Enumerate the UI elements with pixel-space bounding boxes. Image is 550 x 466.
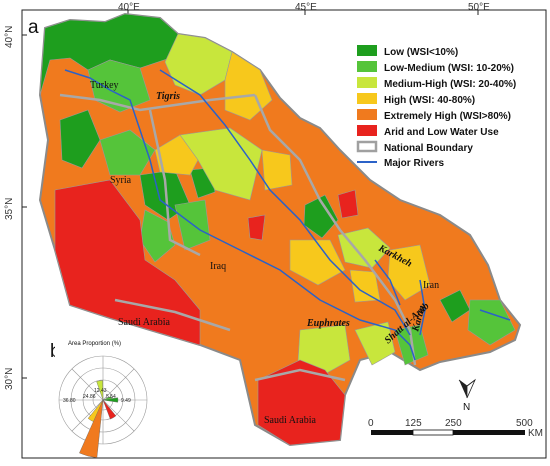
place-iran: Iran [423,280,439,291]
lon-label-50: 50°E [468,2,490,13]
inset-bar-2 [96,380,104,401]
scale-unit: KM [528,428,543,439]
inset-bars [79,380,119,458]
scale-tick-250: 250 [445,418,462,429]
legend-swatch-boundary [356,140,378,153]
legend-swatch-low-medium [357,61,377,72]
scale-bar: 0 125 250 500 KM [368,418,543,439]
lat-label-40: 40°N [4,26,15,48]
inset-ring-label-1: 12.43 [94,388,107,394]
scale-tick-0: 0 [368,418,374,429]
legend-label-boundary: National Boundary [384,143,473,154]
legend: Low (WSI<10%) Low-Medium (WSI: 10-20%) M… [356,45,516,169]
inset-polar-chart: Area Proportion (%) 12.43 36.80 24.86 9.… [55,340,160,458]
inset-ring-label-2: 36.80 [63,398,76,404]
place-saudi-arabia-1: Saudi Arabia [118,317,170,328]
inset-bar-5 [102,399,117,420]
place-turkey: Turkey [90,80,119,91]
inset-bar-4 [79,399,104,458]
inset-value-low: 9.49 [121,398,131,404]
inset-title: Area Proportion (%) [68,341,121,347]
legend-label-extremely-high: Extremely High (WSI>80%) [384,111,511,122]
legend-label-high: High (WSI: 40-80%) [384,95,475,106]
legend-swatch-high [357,93,377,104]
major-rivers [64,69,511,361]
legend-swatch-low [357,45,377,56]
legend-label-low: Low (WSI<10%) [384,47,458,58]
scale-tick-500: 500 [516,418,533,429]
north-arrow-label: N [463,402,470,413]
legend-swatch-extremely-high [357,109,377,120]
inset-value-low-medium: 5.54 [106,394,116,400]
legend-label-low-medium: Low-Medium (WSI: 10-20%) [384,63,514,74]
lon-label-40: 40°E [118,2,140,13]
scale-tick-125: 125 [405,418,422,429]
lat-label-35: 35°N [4,198,15,220]
stress-zones [39,13,516,446]
panel-label-a: a [28,17,39,38]
inset-bar-0 [102,397,119,403]
lon-label-45: 45°E [295,2,317,13]
legend-label-river: Major Rivers [384,158,444,169]
lat-label-30: 30°N [4,368,15,390]
river-tigris-label: Tigris [156,91,180,102]
north-arrow-icon [458,378,476,399]
place-saudi-arabia-2: Saudi Arabia [264,415,316,426]
place-syria: Syria [110,175,132,186]
place-iraq: Iraq [210,261,226,272]
legend-swatch-medium-high [357,77,377,88]
legend-swatch-arid [357,125,377,136]
river-euphrates-label: Euphrates [306,318,350,329]
inset-ring-label-3: 24.86 [83,394,96,400]
inset-bar-1 [102,396,112,401]
national-boundaries [59,93,417,382]
legend-label-arid: Arid and Low Water Use [384,127,499,138]
legend-label-medium-high: Medium-High (WSI: 20-40%) [384,79,516,90]
